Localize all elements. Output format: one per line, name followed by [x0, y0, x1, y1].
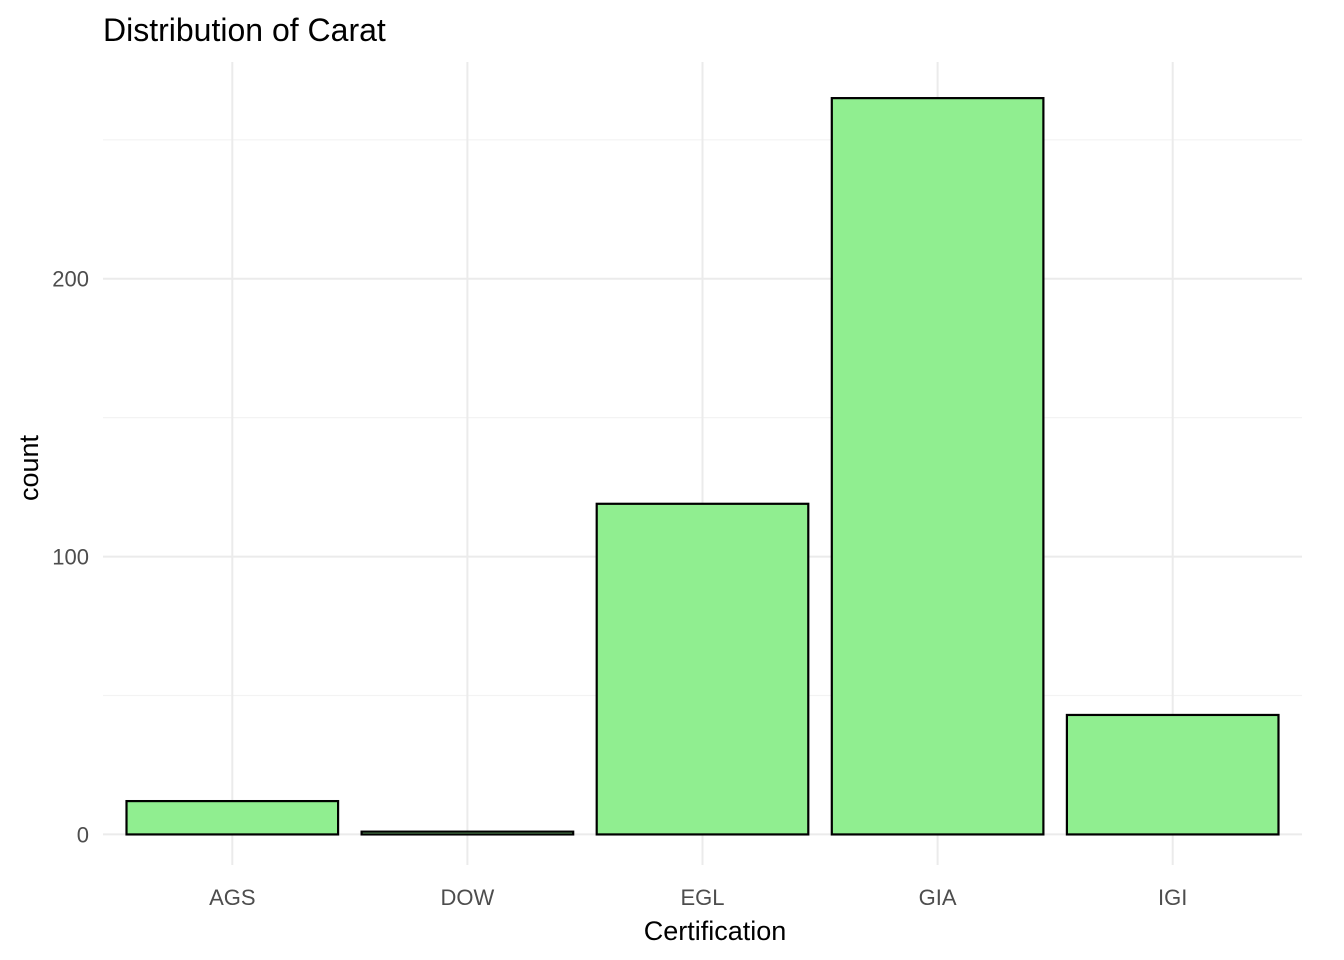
- bar-ags: [125, 799, 340, 836]
- chart-title: Distribution of Carat: [103, 12, 386, 48]
- x-tick-label: IGI: [1158, 885, 1187, 910]
- y-tick-label: 100: [52, 545, 89, 570]
- x-tick-label: AGS: [209, 885, 255, 910]
- bar-egl: [595, 502, 810, 836]
- bars: [125, 97, 1280, 836]
- x-tick-label: DOW: [441, 885, 495, 910]
- bar-igi: [1065, 713, 1280, 836]
- x-tick-label: EGL: [680, 885, 724, 910]
- x-axis-ticks: AGS DOW EGL GIA IGI: [209, 885, 1187, 910]
- y-axis-ticks: 0 100 200: [52, 267, 89, 848]
- y-tick-label: 0: [77, 822, 89, 847]
- y-axis-title: count: [14, 434, 44, 501]
- x-tick-label: GIA: [919, 885, 957, 910]
- bar-dow: [360, 830, 575, 836]
- bar-gia: [830, 97, 1045, 836]
- x-axis-title: Certification: [644, 916, 787, 946]
- y-tick-label: 200: [52, 267, 89, 292]
